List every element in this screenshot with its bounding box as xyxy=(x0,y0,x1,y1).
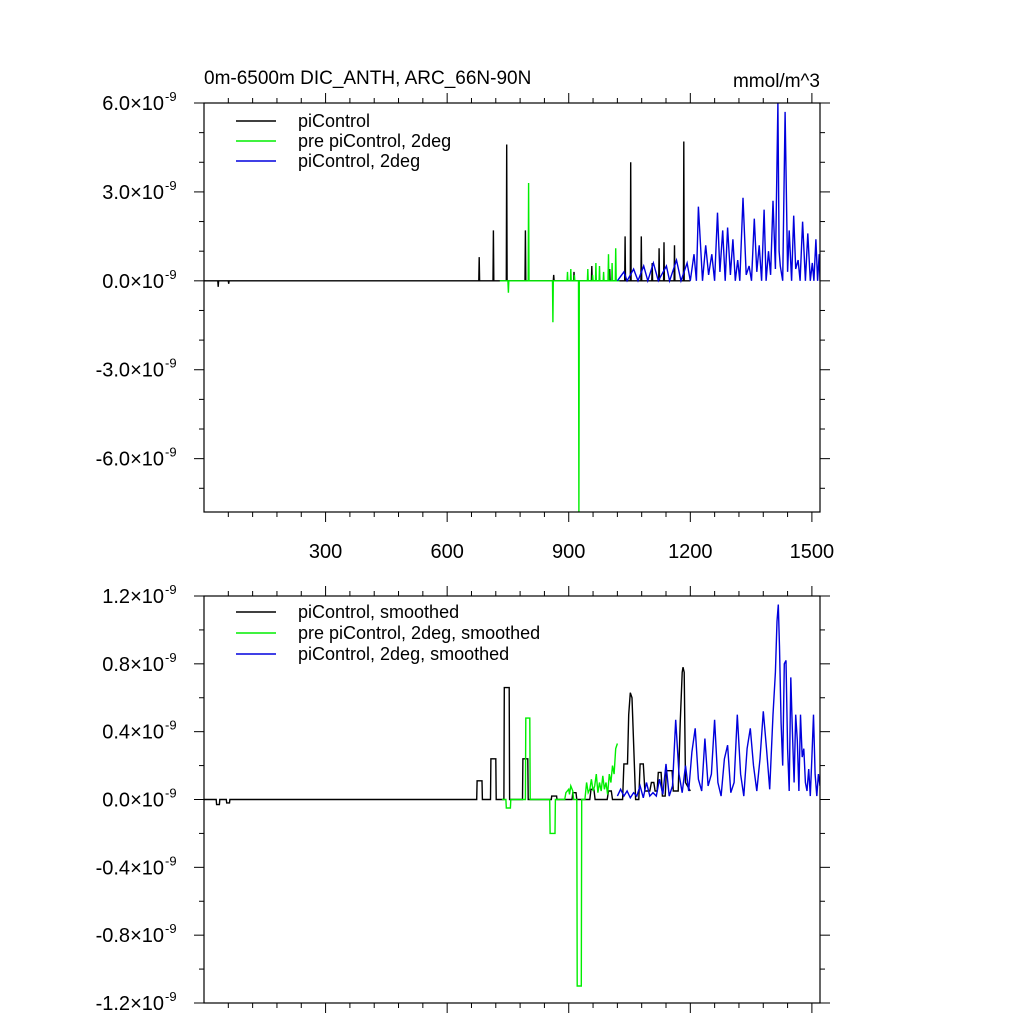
y-tick-label: -3.0×10 xyxy=(96,360,164,382)
y-tick-exponent: -9 xyxy=(165,356,177,371)
series-line-picontrol-2deg-smoothed xyxy=(616,604,820,800)
y-tick-exponent: -9 xyxy=(165,921,177,936)
y-tick-exponent: -9 xyxy=(165,853,177,868)
legend-entry: piControl, 2deg, smoothed xyxy=(298,644,509,664)
legend-entry: pre piControl, 2deg xyxy=(298,131,451,151)
x-tick-label: 300 xyxy=(309,541,342,563)
y-tick-exponent: -9 xyxy=(165,445,177,460)
y-tick-exponent: -9 xyxy=(165,178,177,193)
x-tick-label: 600 xyxy=(430,541,463,563)
x-tick-label: 1500 xyxy=(790,541,835,563)
x-tick-label: 1200 xyxy=(668,541,713,563)
series-line-pre-picontrol-2deg-smoothed xyxy=(501,717,619,987)
units-label: mmol/m^3 xyxy=(733,71,820,92)
y-tick-label: 3.0×10 xyxy=(102,182,164,204)
bottom-panel: 1.2×10 -90.8×10 -90.4×10 -90.0×10 -9-0.4×10-… xyxy=(96,582,830,1015)
y-tick-exponent: -9 xyxy=(165,989,177,1004)
chart-title: 0m-6500m DIC_ANTH, ARC_66N-90N xyxy=(204,68,531,89)
y-tick-exponent: -9 xyxy=(165,718,177,733)
y-tick-label: 0.4×10 xyxy=(102,722,164,744)
y-tick-exponent: -9 xyxy=(165,89,177,104)
series-group xyxy=(204,604,820,987)
legend-entry: pre piControl, 2deg, smoothed xyxy=(298,623,540,643)
y-tick-label: 0.8×10 xyxy=(102,654,164,676)
series-line-picontrol-2deg xyxy=(616,102,820,284)
y-tick-label: -6.0×10 xyxy=(96,449,164,471)
legend-entry: piControl, 2deg xyxy=(298,151,420,171)
plot-frame xyxy=(203,102,821,513)
y-tick-label: -0.8×10 xyxy=(96,925,164,947)
series-line-pre-picontrol-2deg xyxy=(499,182,620,513)
y-tick-label: 0.0×10 xyxy=(102,271,164,293)
y-tick-exponent: -9 xyxy=(165,786,177,801)
y-tick-exponent: -9 xyxy=(165,650,177,665)
series-line-picontrol-smoothed xyxy=(204,667,691,806)
series-group xyxy=(204,102,820,513)
y-tick-label: -0.4×10 xyxy=(96,857,164,879)
top-panel: 0m-6500m DIC_ANTH, ARC_66N-90N mmol/m^3 30… xyxy=(96,68,835,563)
y-tick-label: 6.0×10 xyxy=(102,93,164,115)
y-tick-label: -1.2×10 xyxy=(96,993,164,1015)
x-tick-label: 900 xyxy=(552,541,585,563)
legend-entry: piControl, smoothed xyxy=(298,602,459,622)
y-tick-label: 1.2×10 xyxy=(102,586,164,608)
y-tick-exponent: -9 xyxy=(165,267,177,282)
legend-entry: piControl xyxy=(298,111,370,131)
y-tick-exponent: -9 xyxy=(165,582,177,597)
y-tick-label: 0.0×10 xyxy=(102,790,164,812)
